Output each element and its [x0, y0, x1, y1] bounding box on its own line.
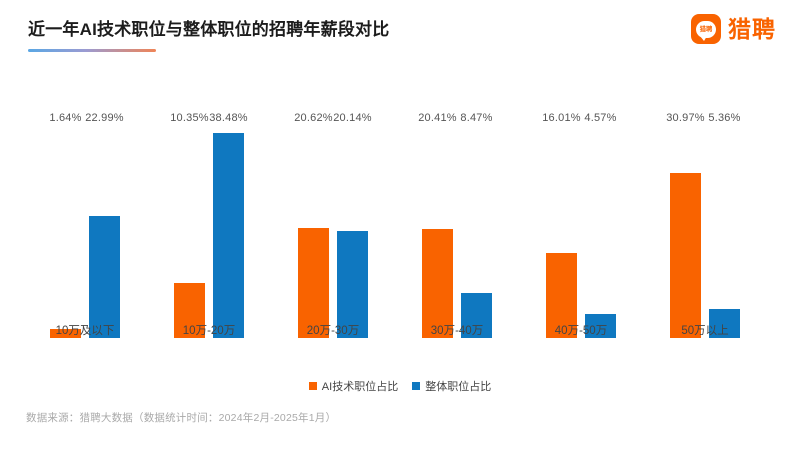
bar-group-bars: 20.62% 20.14% — [273, 112, 393, 338]
legend-swatch-icon — [412, 382, 421, 390]
bar[interactable]: 8.47% — [460, 112, 492, 338]
bar-item[interactable]: 5.36% — [708, 112, 740, 338]
bar-value-label: 8.47% — [460, 112, 493, 124]
chart-legend: AI技术职位占比 整体职位占比 — [0, 378, 800, 394]
bar-group-bars: 10.35% 38.48% — [149, 112, 269, 338]
logo-wordmark: 猎聘 — [728, 15, 776, 42]
legend-swatch-icon — [308, 382, 317, 390]
page-title: 近一年AI技术职位与整体职位的招聘年薪段对比 — [28, 20, 390, 39]
bar-value-label: 1.64% — [49, 112, 82, 124]
bar[interactable]: 20.62% — [294, 112, 333, 338]
speech-bubble-icon: 猎聘 — [691, 14, 721, 44]
bar[interactable]: 22.99% — [85, 112, 124, 338]
bar-item[interactable]: 22.99% — [85, 112, 124, 338]
bar[interactable]: 30.97% — [666, 112, 705, 338]
category-label: 40万-50万 — [554, 325, 608, 337]
bar[interactable]: 10.35% — [170, 112, 209, 338]
bar-value-label: 20.14% — [333, 112, 372, 124]
bar-group-bars: 30.97% 5.36% — [645, 112, 765, 338]
bar[interactable]: 16.01% — [542, 112, 581, 338]
bar-item[interactable]: 20.41% — [418, 112, 457, 338]
bar-value-label: 20.41% — [418, 112, 457, 124]
category-label: 10万-20万 — [182, 325, 236, 337]
logo-mark-text: 猎聘 — [699, 25, 713, 33]
bar-item[interactable]: 20.62% — [294, 112, 333, 338]
bar-group: 10.35% 38.48% 10万-20万 — [149, 92, 269, 338]
bar-value-label: 16.01% — [542, 112, 581, 124]
bar[interactable]: 4.57% — [584, 112, 616, 338]
bar-value-label: 5.36% — [708, 112, 741, 124]
bar-group-bars: 16.01% 4.57% — [521, 112, 641, 338]
bar-value-label: 30.97% — [666, 112, 705, 124]
bar-item[interactable]: 1.64% — [49, 112, 81, 338]
bar-value-label: 22.99% — [85, 112, 124, 124]
bar-value-label: 10.35% — [170, 112, 209, 124]
plot-area: 1.64% 22.99% 10万及以下 10.35% 38.48% 10万-20万 20.6… — [0, 70, 800, 360]
bar-value-label: 20.62% — [294, 112, 333, 124]
bar-chart: 1.64% 22.99% 10万及以下 10.35% 38.48% 10万-20万 20.6… — [0, 70, 800, 360]
bar-item[interactable]: 38.48% — [209, 112, 248, 338]
category-label: 20万-30万 — [306, 325, 360, 337]
bar-group: 20.41% 8.47% 30万-40万 — [397, 92, 517, 338]
header: 近一年AI技术职位与整体职位的招聘年薪段对比 猎聘 猎聘 — [0, 0, 800, 70]
bar-item[interactable]: 10.35% — [170, 112, 209, 338]
category-label: 10万及以下 — [55, 325, 115, 337]
bar-group: 30.97% 5.36% 50万以上 — [645, 92, 765, 338]
bar-group: 1.64% 22.99% 10万及以下 — [25, 92, 145, 338]
bar-item[interactable]: 20.14% — [333, 112, 372, 338]
bar-item[interactable]: 8.47% — [460, 112, 492, 338]
bar[interactable]: 20.41% — [418, 112, 457, 338]
category-label: 50万以上 — [681, 325, 729, 337]
bar-item[interactable]: 16.01% — [542, 112, 581, 338]
bar-value-label: 38.48% — [209, 112, 248, 124]
bar-group-bars: 20.41% 8.47% — [397, 112, 517, 338]
title-underline — [28, 49, 156, 52]
bar-group-bars: 1.64% 22.99% — [25, 112, 145, 338]
category-label: 30万-40万 — [430, 325, 484, 337]
legend-label: AI技术职位占比 — [321, 381, 399, 393]
bar-group: 20.62% 20.14% 20万-30万 — [273, 92, 393, 338]
bar[interactable]: 1.64% — [49, 112, 81, 338]
legend-item[interactable]: 整体职位占比 — [412, 378, 491, 394]
data-source-note: 数据来源：猎聘大数据（数据统计时间：2024年2月-2025年1月） — [26, 412, 337, 424]
bar[interactable]: 20.14% — [333, 112, 372, 338]
legend-item[interactable]: AI技术职位占比 — [308, 378, 399, 394]
bar[interactable]: 5.36% — [708, 112, 740, 338]
brand-logo: 猎聘 猎聘 — [691, 14, 776, 44]
bar[interactable]: 38.48% — [209, 112, 248, 338]
bar-value-label: 4.57% — [584, 112, 617, 124]
bar-item[interactable]: 30.97% — [666, 112, 705, 338]
legend-label: 整体职位占比 — [425, 381, 492, 393]
bar-item[interactable]: 4.57% — [584, 112, 616, 338]
bar-group: 16.01% 4.57% 40万-50万 — [521, 92, 641, 338]
